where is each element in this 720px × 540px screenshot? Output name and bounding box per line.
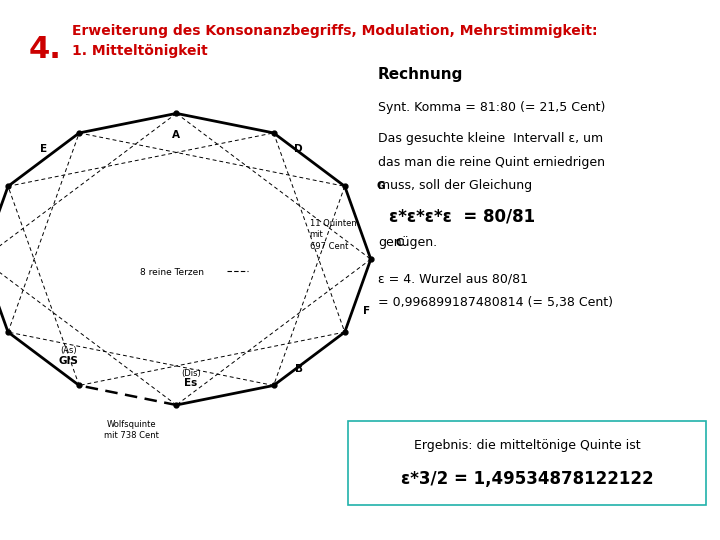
- Text: Das gesuchte kleine  Intervall ε, um: Das gesuchte kleine Intervall ε, um: [378, 132, 603, 145]
- Text: F: F: [363, 306, 370, 315]
- Text: Erweiterung des Konsonanzbegriffs, Modulation, Mehrstimmigkeit:: Erweiterung des Konsonanzbegriffs, Modul…: [72, 24, 598, 38]
- Text: Synt. Komma = 81:80 (= 21,5 Cent): Synt. Komma = 81:80 (= 21,5 Cent): [378, 101, 606, 114]
- Text: 8 reine Terzen: 8 reine Terzen: [140, 268, 204, 277]
- Text: genügen.: genügen.: [378, 236, 437, 249]
- Text: = 0,996899187480814 (= 5,38 Cent): = 0,996899187480814 (= 5,38 Cent): [378, 295, 613, 308]
- Text: (Dis): (Dis): [181, 369, 201, 378]
- Text: ε = 4. Wurzel aus 80/81: ε = 4. Wurzel aus 80/81: [378, 272, 528, 285]
- Text: Wolfsquinte: Wolfsquinte: [107, 421, 156, 429]
- Text: muss, soll der Gleichung: muss, soll der Gleichung: [378, 179, 532, 192]
- Text: E: E: [40, 144, 47, 154]
- Text: A: A: [172, 130, 181, 140]
- Text: mit 738 Cent: mit 738 Cent: [104, 431, 159, 440]
- Text: 1. Mitteltönigkeit: 1. Mitteltönigkeit: [72, 44, 208, 58]
- Text: Ergebnis: die mitteltönige Quinte ist: Ergebnis: die mitteltönige Quinte ist: [414, 440, 640, 453]
- Text: B: B: [294, 364, 303, 374]
- Text: das man die reine Quint erniedrigen: das man die reine Quint erniedrigen: [378, 156, 605, 168]
- Text: Es: Es: [184, 379, 197, 388]
- Text: D: D: [294, 144, 303, 154]
- Text: ε*ε*ε*ε  = 80/81: ε*ε*ε*ε = 80/81: [389, 207, 535, 226]
- Text: C: C: [396, 238, 403, 248]
- Text: 11 Quinten
mit
697 Cent: 11 Quinten mit 697 Cent: [310, 219, 356, 251]
- Text: 4.: 4.: [29, 35, 62, 64]
- FancyBboxPatch shape: [348, 421, 706, 505]
- Text: G: G: [377, 181, 385, 191]
- Text: Rechnung: Rechnung: [378, 68, 464, 83]
- Text: (As): (As): [60, 346, 77, 355]
- Text: ε*3/2 = 1,49534878122122: ε*3/2 = 1,49534878122122: [401, 470, 653, 488]
- Text: GIS: GIS: [58, 356, 78, 366]
